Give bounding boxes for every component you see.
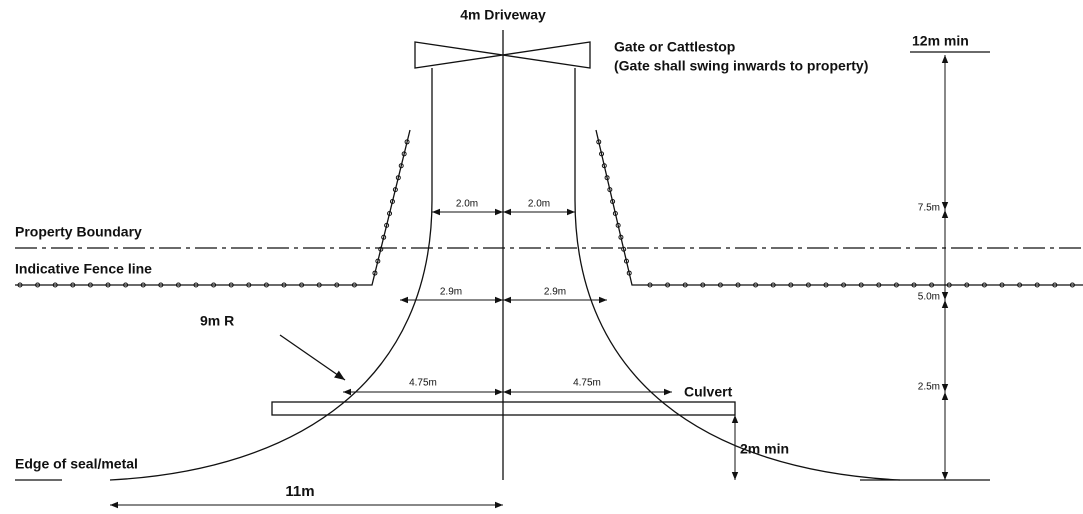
- gate: [414, 41, 591, 69]
- fence-right: [595, 129, 1083, 286]
- radius-arrow: [279, 334, 346, 381]
- width-label: 2.0m: [528, 199, 550, 210]
- radius-label: 9m R: [200, 313, 234, 329]
- fence-posts: [17, 139, 1075, 288]
- depth-label: 2.5m: [918, 382, 940, 393]
- driveway-edge-right: [574, 68, 901, 481]
- fence-label: Indicative Fence line: [15, 261, 152, 277]
- width-label: 2.9m: [544, 287, 566, 298]
- gate-label: Gate or Cattlestop: [614, 39, 735, 55]
- title: 4m Driveway: [460, 7, 546, 23]
- depth-label: 12m min: [912, 33, 969, 49]
- width-label: 4.75m: [409, 378, 437, 389]
- fence-left: [15, 129, 411, 286]
- culvert: [271, 401, 736, 416]
- width-label: 4.75m: [573, 378, 601, 389]
- depth-label: 5.0m: [918, 292, 940, 303]
- gate-note: (Gate shall swing inwards to property): [614, 58, 868, 74]
- depth-label: 7.5m: [918, 203, 940, 214]
- depth-label: 2m min: [740, 441, 789, 457]
- width-label: 2.0m: [456, 199, 478, 210]
- edge-label: Edge of seal/metal: [15, 456, 138, 472]
- width-label: 2.9m: [440, 287, 462, 298]
- width-label: 11m: [285, 483, 314, 500]
- driveway-edge-left: [109, 68, 433, 481]
- culvert-label: Culvert: [684, 384, 733, 400]
- boundary-label: Property Boundary: [15, 224, 142, 240]
